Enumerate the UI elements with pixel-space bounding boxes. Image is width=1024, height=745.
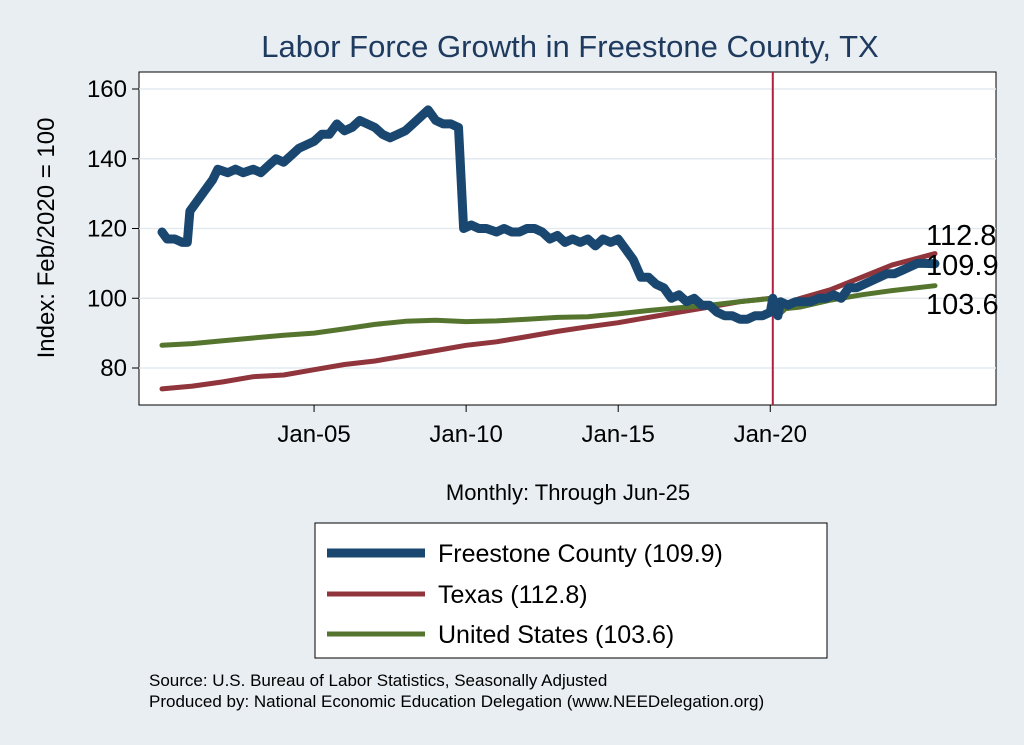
end-label-0: 109.9 — [926, 250, 999, 282]
legend-label-0: Freestone County (109.9) — [438, 540, 723, 568]
x-tick-label-Jan-15: Jan-15 — [582, 421, 655, 448]
y-tick-label-160: 160 — [87, 76, 127, 103]
x-tick-label-Jan-05: Jan-05 — [277, 421, 350, 448]
y-tick-label-120: 120 — [87, 216, 127, 243]
y-axis-label: Index: Feb/2020 = 100 — [33, 118, 60, 359]
series-line-2 — [159, 283, 938, 348]
x-tick-label-Jan-20: Jan-20 — [734, 421, 807, 448]
end-label-1: 112.8 — [926, 220, 996, 252]
series-lines — [157, 105, 940, 392]
y-tick-label-80: 80 — [100, 355, 127, 382]
series-line-0 — [157, 105, 940, 324]
chart-title: Labor Force Growth in Freestone County, … — [261, 29, 879, 64]
legend-label-2: United States (103.6) — [438, 621, 674, 649]
source-note: Source: U.S. Bureau of Labor Statistics,… — [149, 671, 608, 690]
x-axis: Jan-05 Jan-10 Jan-15 Jan-20 — [277, 405, 807, 448]
legend-label-1: Texas (112.8) — [438, 581, 588, 609]
x-axis-label: Monthly: Through Jun-25 — [446, 480, 690, 505]
y-tick-label-140: 140 — [87, 146, 127, 173]
end-label-2: 103.6 — [926, 289, 999, 321]
y-axis: 80 100 120 140 160 — [87, 76, 139, 382]
y-tick-label-100: 100 — [87, 285, 127, 312]
produced-by-note: Produced by: National Economic Education… — [149, 692, 765, 711]
x-tick-label-Jan-10: Jan-10 — [429, 421, 502, 448]
legend: Freestone County (109.9) Texas (112.8) Uni… — [314, 522, 828, 659]
